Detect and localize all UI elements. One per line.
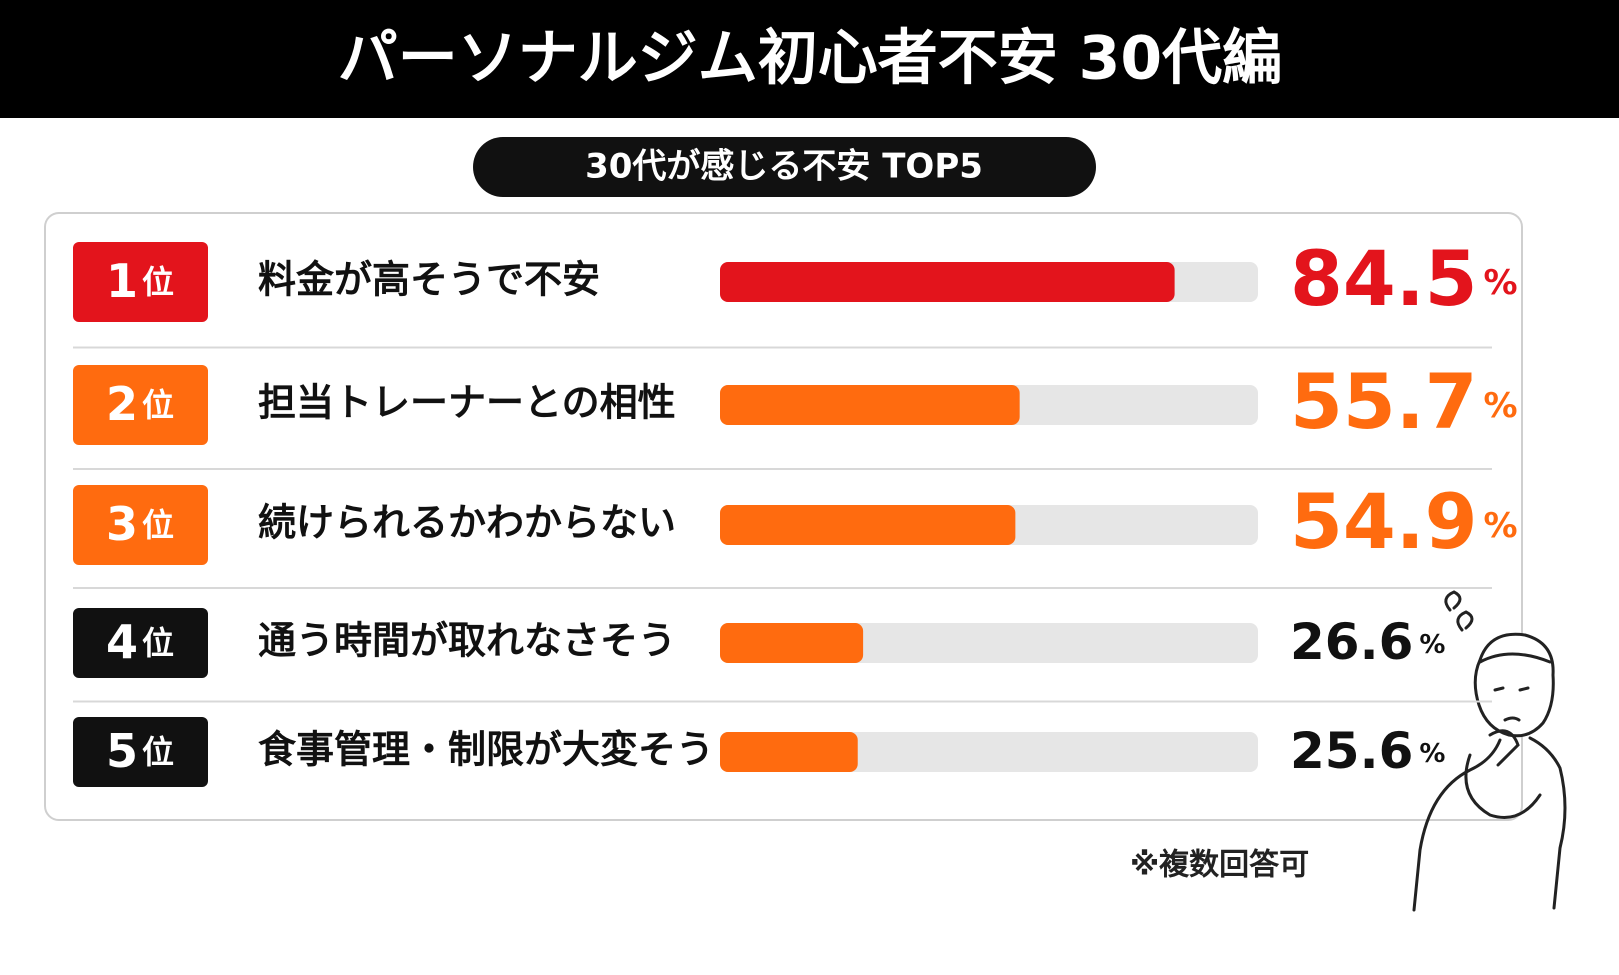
subtitle-pill (473, 137, 1096, 197)
bar (720, 732, 858, 772)
rank-suffix: 位 (142, 733, 174, 771)
value-label: 54.9% (1290, 477, 1518, 566)
rank-number: 3 (106, 497, 138, 551)
value-number: 54.9 (1290, 477, 1478, 566)
bar (720, 505, 1016, 545)
value-number: 84.5 (1290, 234, 1478, 323)
rank-number: 5 (106, 724, 138, 778)
value-unit: % (1484, 506, 1518, 546)
rank-suffix: 位 (142, 263, 174, 301)
rank-badge (73, 485, 208, 565)
category-label: 食事管理・制限が大変そう (258, 728, 714, 772)
value-label: 55.7% (1290, 357, 1518, 446)
value-label: 25.6% (1290, 722, 1445, 780)
value-unit: % (1419, 630, 1445, 660)
rank-badge (73, 717, 208, 787)
rank-number: 1 (106, 254, 138, 308)
value-label: 26.6% (1290, 613, 1445, 671)
bar (720, 262, 1175, 302)
value-number: 26.6 (1290, 613, 1413, 671)
value-unit: % (1419, 739, 1445, 769)
note: ※複数回答可 (1130, 848, 1309, 883)
header-bar (0, 0, 1619, 118)
category-label: 続けられるかわからない (258, 501, 676, 545)
rank-badge (73, 365, 208, 445)
thinking-man (1412, 590, 1567, 912)
category-label: 通う時間が取れなさそう (258, 619, 676, 663)
value-unit: % (1484, 263, 1518, 303)
subtitle: 30代が感じる不安 TOP5 (585, 147, 983, 187)
value-label: 84.5% (1290, 234, 1518, 323)
bar (720, 623, 864, 663)
rank-badge (73, 608, 208, 678)
rank-badge (73, 242, 208, 322)
category-label: 担当トレーナーとの相性 (258, 381, 676, 425)
rank-suffix: 位 (142, 386, 174, 424)
rank-number: 4 (106, 615, 138, 669)
value-number: 55.7 (1290, 357, 1478, 446)
bar (720, 385, 1020, 425)
category-label: 料金が高そうで不安 (258, 258, 600, 302)
value-unit: % (1484, 386, 1518, 426)
chart-title: パーソナルジム初心者不安 30代編 (338, 24, 1282, 94)
value-number: 25.6 (1290, 722, 1413, 780)
rank-suffix: 位 (142, 624, 174, 662)
rank-number: 2 (106, 377, 138, 431)
rank-suffix: 位 (142, 506, 174, 544)
